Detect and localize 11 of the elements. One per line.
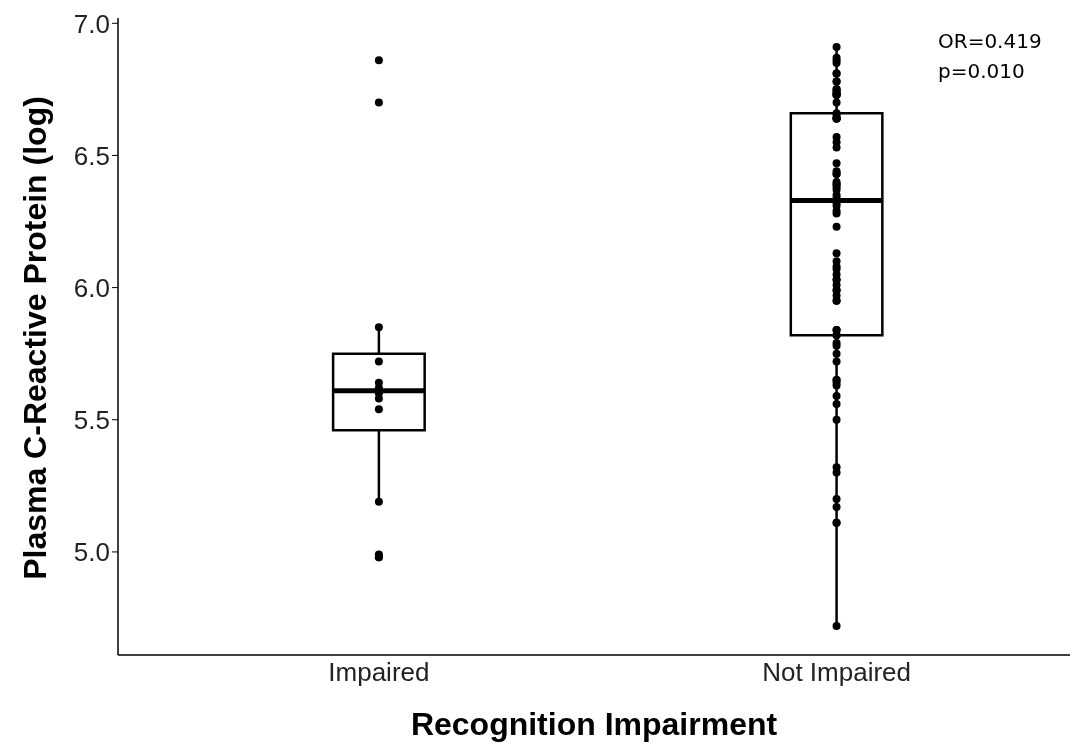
annotation: p=0.010 bbox=[938, 59, 1025, 83]
y-tick-label: 5.0 bbox=[73, 537, 110, 568]
x-tick-label: Not Impaired bbox=[762, 657, 911, 688]
y-tick-label: 6.0 bbox=[73, 272, 110, 303]
x-axis-title: Recognition Impairment bbox=[410, 706, 778, 742]
y-tick-label: 7.0 bbox=[73, 8, 110, 39]
y-tick-label: 6.5 bbox=[73, 140, 110, 171]
x-tick-label: Impaired bbox=[328, 657, 430, 688]
y-tick-label: 5.5 bbox=[73, 404, 110, 435]
annotation: OR=0.419 bbox=[938, 29, 1042, 53]
y-axis-title: Plasma C-Reactive Protein (log) bbox=[17, 96, 53, 580]
